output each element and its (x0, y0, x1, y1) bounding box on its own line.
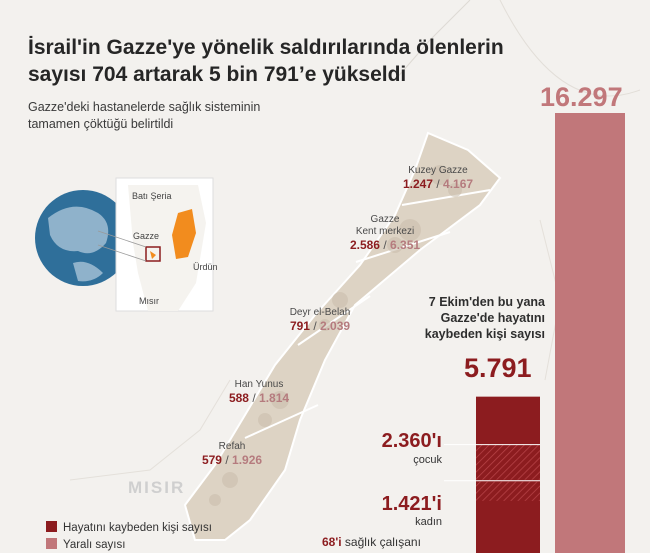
wounded-value: 4.167 (443, 177, 474, 191)
since-line-1: 7 Ekim'den bu yana (428, 295, 545, 309)
wounded-value: 6.351 (390, 238, 421, 252)
killed-value: 579 (201, 453, 222, 467)
inset-locator-map (35, 177, 214, 312)
wounded-total-label: 16.297 (540, 82, 623, 112)
city-name: Han Yunus (234, 379, 284, 390)
city-values: 791 / 2.039 (280, 319, 360, 333)
value-separator: / (225, 453, 229, 467)
killed-total-label: 5.791 (464, 353, 532, 383)
bar-segment-women (476, 481, 540, 501)
legend-wounded: Yaralı sayısı (46, 538, 125, 551)
women-label: kadın (415, 516, 442, 528)
women-count: 1.421'i (381, 493, 442, 515)
inset-label-jordan: Ürdün (193, 262, 218, 272)
subtitle-line-1: Gazze'deki hastanelerde sağlık sistemini… (28, 100, 261, 114)
gaza-strip-shape (183, 131, 502, 541)
killed-value: 588 (228, 391, 249, 405)
subtitle-line-2: tamamen çöktüğü belirtildi (28, 117, 174, 131)
health-workers-count: 68'i (322, 535, 342, 549)
west-bank-shape (172, 209, 196, 259)
bar-wounded (555, 113, 625, 553)
wounded-value: 2.039 (320, 319, 351, 333)
city-values: 579 / 1.926 (192, 453, 272, 467)
value-separator: / (383, 238, 387, 252)
city-kuzey-gazze: Kuzey Gazze 1.247 / 4.167 (398, 165, 478, 191)
city-values: 588 / 1.814 (219, 391, 299, 405)
city-gazze-kent-merkezi: Gazze Kent merkezi 2.586 / 6.351 (340, 214, 430, 252)
legend-killed-label: Hayatını kaybeden kişi sayısı (63, 522, 212, 534)
city-refah: Refah 579 / 1.926 (192, 441, 272, 467)
city-name: Deyr el-Belah (289, 307, 351, 318)
inset-label-west-bank: Batı Şeria (132, 191, 172, 201)
since-oct7-caption: 7 Ekim'den bu yana Gazze'de hayatını kay… (385, 294, 545, 342)
page-title: İsrail'in Gazze'ye yönelik saldırılarınd… (28, 34, 588, 88)
health-workers: 68'i sağlık çalışanı (322, 535, 421, 549)
legend-wounded-label: Yaralı sayısı (63, 539, 126, 551)
since-line-3: kaybeden kişi sayısı (424, 327, 545, 341)
egypt-map-label: MISIR (128, 478, 186, 497)
value-separator: / (313, 319, 317, 333)
children-count: 2.360'ı (381, 430, 442, 452)
killed-value: 2.586 (349, 238, 380, 252)
value-separator: / (252, 391, 256, 405)
title-line-2: sayısı 704 artarak 5 bin 791’e yükseldi (28, 63, 407, 86)
city-name-line-2: Kent merkezi (355, 226, 415, 237)
subtitle: Gazze'deki hastanelerde sağlık sistemini… (28, 99, 318, 133)
wounded-value: 1.814 (259, 391, 290, 405)
killed-value: 1.247 (402, 177, 433, 191)
since-line-2: Gazze'de hayatını (440, 311, 545, 325)
inset-label-egypt: Mısır (139, 296, 159, 306)
gaza-highlight-box (145, 246, 161, 262)
killed-value: 791 (289, 319, 310, 333)
city-name-line-1: Gazze (370, 214, 400, 225)
city-name: Kuzey Gazze (408, 165, 468, 176)
city-values: 2.586 / 6.351 (340, 238, 430, 252)
legend-swatch-wounded (46, 538, 57, 549)
city-values: 1.247 / 4.167 (398, 177, 478, 191)
city-deyr-el-belah: Deyr el-Belah 791 / 2.039 (280, 307, 360, 333)
city-name: Refah (218, 441, 246, 452)
children-label: çocuk (413, 454, 442, 466)
bar-segment-children (476, 444, 540, 480)
inset-label-gaza: Gazze (133, 231, 160, 241)
city-han-yunus: Han Yunus 588 / 1.814 (219, 379, 299, 405)
legend-swatch-killed (46, 521, 57, 532)
title-line-1: İsrail'in Gazze'ye yönelik saldırılarınd… (28, 36, 504, 59)
wounded-value: 1.926 (232, 453, 263, 467)
legend-killed: Hayatını kaybeden kişi sayısı (46, 521, 212, 534)
health-workers-label: sağlık çalışanı (344, 535, 421, 549)
value-separator: / (436, 177, 440, 191)
